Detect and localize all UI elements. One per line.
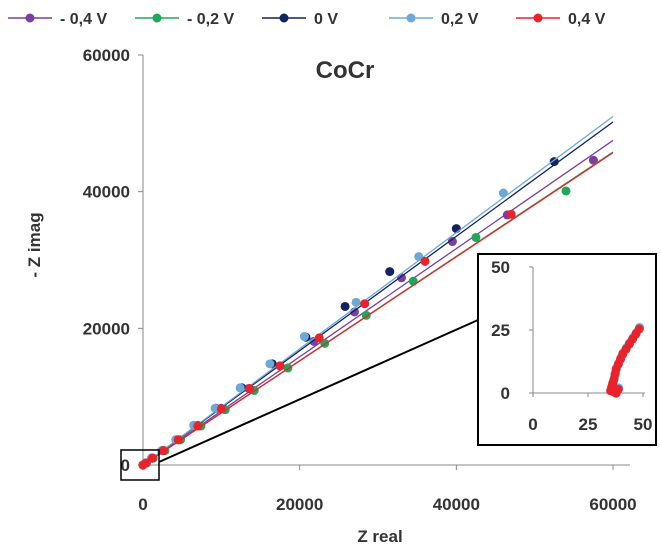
y-axis-label: - Z imag <box>25 212 44 277</box>
y-tick-label: 40000 <box>83 183 130 202</box>
data-point <box>447 237 457 247</box>
data-point <box>299 332 309 342</box>
data-point <box>141 458 151 468</box>
data-point <box>506 209 516 219</box>
data-point <box>351 297 361 307</box>
axis-ticks: 0 20000 40000 60000 0 20000 40000 60000 <box>83 46 637 514</box>
data-point <box>265 359 275 369</box>
data-point <box>193 421 203 431</box>
legend-marker <box>533 13 543 23</box>
series-group <box>138 115 614 470</box>
data-point <box>235 383 245 393</box>
data-point <box>216 404 226 414</box>
zoom-connector <box>158 319 479 463</box>
chart-title: CoCr <box>316 57 375 84</box>
data-point <box>420 256 430 266</box>
data-point <box>245 383 255 393</box>
legend-label: 0,4 V <box>568 11 606 28</box>
legend-marker <box>279 13 289 23</box>
legend-label: 0,2 V <box>441 11 479 28</box>
data-point <box>451 224 461 234</box>
data-point <box>408 276 418 286</box>
inset-x-tick-label: 0 <box>528 415 537 434</box>
inset-plot: 0 25 50 0 25 50 <box>477 253 657 446</box>
inset-x-tick-label: 50 <box>634 415 653 434</box>
data-point <box>340 301 350 311</box>
data-point <box>360 299 370 309</box>
legend: - 0,4 V - 0,2 V 0 V 0,2 V 0,4 V <box>8 11 606 28</box>
x-axis-label: Z real <box>357 527 402 546</box>
data-point <box>275 361 285 371</box>
y-tick-label: 60000 <box>83 46 130 65</box>
data-point <box>385 267 395 277</box>
legend-label: - 0,4 V <box>60 11 107 28</box>
data-point <box>314 333 324 343</box>
x-tick-label: 60000 <box>589 495 636 514</box>
data-point <box>414 252 424 262</box>
inset-ticks: 0 25 50 0 25 50 <box>491 258 652 434</box>
inset-y-tick-label: 50 <box>491 258 510 277</box>
data-point <box>471 232 481 242</box>
x-tick-label: 0 <box>138 495 147 514</box>
x-tick-label: 40000 <box>433 495 480 514</box>
main-axes <box>142 55 630 466</box>
legend-marker <box>25 13 35 23</box>
data-point <box>158 446 168 456</box>
series <box>138 152 614 470</box>
data-point <box>173 435 183 445</box>
legend-marker <box>406 13 416 23</box>
inset-points <box>606 322 645 398</box>
inset-data-point-red <box>613 384 623 394</box>
legend-marker <box>152 13 162 23</box>
zoom-box <box>120 449 160 481</box>
data-point <box>498 188 508 198</box>
x-tick-label: 20000 <box>276 495 323 514</box>
inset-y-tick-label: 0 <box>501 384 510 403</box>
y-tick-label: 0 <box>121 456 130 475</box>
y-tick-label: 20000 <box>83 319 130 338</box>
data-point <box>588 155 598 165</box>
data-point <box>549 157 559 167</box>
inset-y-tick-label: 25 <box>491 321 510 340</box>
inset-data-point-red <box>634 324 644 334</box>
legend-label: - 0,2 V <box>187 11 234 28</box>
legend-label: 0 V <box>314 11 338 28</box>
data-point <box>561 186 571 196</box>
inset-x-tick-label: 25 <box>579 415 598 434</box>
data-point <box>147 453 157 463</box>
